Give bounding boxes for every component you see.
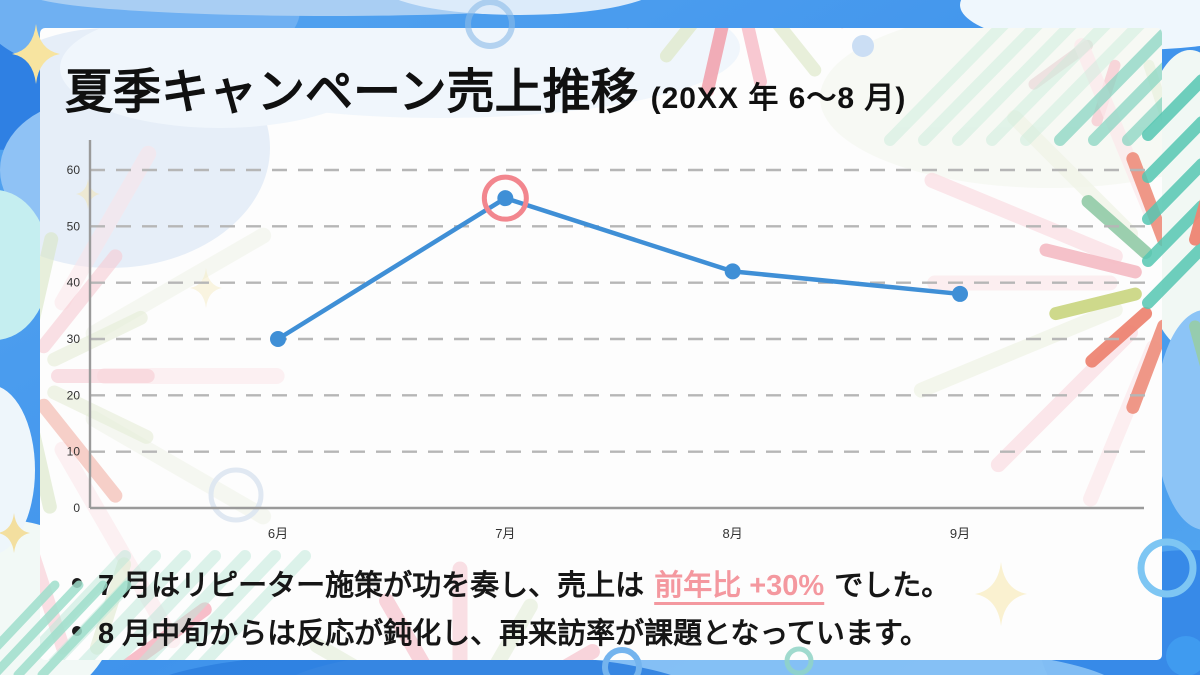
x-tick-label: 7月 — [495, 526, 515, 541]
title-subtitle: (20XX 年 6〜8 月) — [650, 82, 907, 115]
sparkle-icon — [0, 513, 30, 553]
data-point — [952, 285, 968, 302]
note-pre: 7 月はリピーター施策が功を奏し、売上は — [98, 570, 645, 602]
bullet-dot-icon — [72, 626, 82, 636]
sales-line-chart: 0 10 20 30 40 50 60 6月 7月 8月 9月 — [67, 140, 1148, 541]
data-point — [724, 263, 741, 280]
page-title: 夏季キャンペーン売上推移 (20XX 年 6〜8 月) — [65, 52, 906, 122]
x-tick-label: 8月 — [723, 526, 743, 541]
bullet-dot-icon — [72, 578, 82, 588]
note-highlight: 前年比 +30% — [654, 570, 825, 602]
note-post: でした。 — [834, 570, 951, 602]
sparkle-icon — [190, 268, 222, 308]
x-tick-label: 6月 — [268, 526, 288, 541]
y-tick-label: 50 — [67, 219, 81, 233]
title-text: 夏季キャンペーン売上推移 — [65, 66, 639, 119]
dot-decor — [1166, 636, 1200, 675]
data-point — [270, 331, 286, 347]
note-line-1: 7 月はリピーター施策が功を奏し、売上は 前年比 +30% でした。 — [64, 559, 950, 607]
x-tick-label: 9月 — [950, 526, 970, 541]
y-tick-label: 0 — [73, 501, 80, 515]
data-point — [497, 190, 514, 207]
notes: 7 月はリピーター施策が功を奏し、売上は 前年比 +30% でした。 8 月中旬… — [64, 559, 950, 655]
y-tick-label: 40 — [67, 276, 81, 290]
peak-highlight-ring — [481, 174, 529, 222]
y-tick-label: 20 — [67, 388, 81, 402]
y-tick-label: 10 — [67, 445, 81, 459]
note-line-2: 8 月中旬からは反応が鈍化し、再来訪率が課題となっています。 — [64, 607, 950, 655]
note-pre: 8 月中旬からは反応が鈍化し、再来訪率が課題となっています。 — [98, 618, 929, 650]
y-tick-label: 30 — [67, 332, 81, 346]
sales-line — [275, 195, 963, 342]
slide-card: 0 10 20 30 40 50 60 6月 7月 8月 9月 夏季キャンペーン売上推移 (20XX… — [40, 28, 1162, 660]
y-tick-label: 60 — [67, 163, 81, 177]
